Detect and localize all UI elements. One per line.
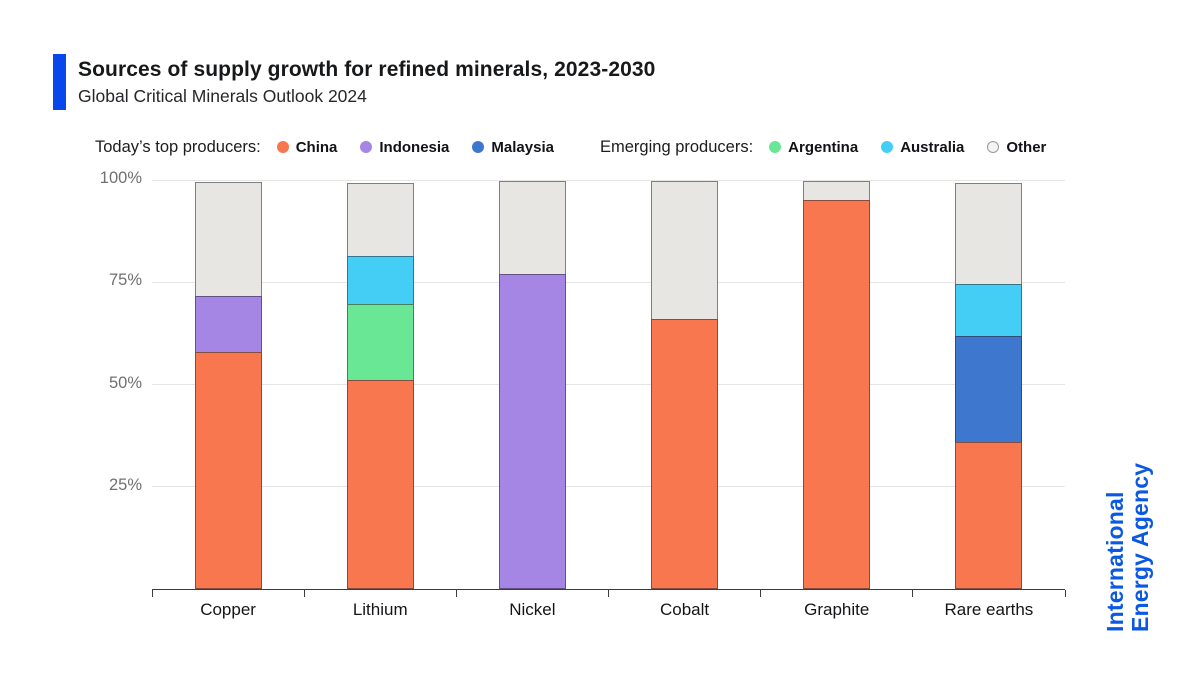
y-axis-label-50: 50% — [108, 373, 142, 392]
legend-label-argentina: Argentina — [788, 138, 859, 156]
bar-segment-cobalt-other — [651, 181, 719, 321]
legend-group-top-producers: Today’s top producers: China Indonesia Mal… — [95, 135, 554, 159]
bar-segment-copper-other — [194, 182, 262, 297]
x-axis-label-nickel: Nickel — [509, 600, 556, 619]
y-axis-label-25: 25% — [108, 475, 142, 494]
x-axis-tick-6 — [1064, 590, 1066, 597]
legend-group-label-top: Today’s top producers: — [95, 137, 261, 156]
bar-segment-nickel-indonesia — [498, 274, 566, 589]
legend-label-other: Other — [1006, 138, 1047, 156]
x-axis-tick-0 — [151, 590, 153, 597]
bar-segment-rare-earths-malaysia — [955, 336, 1023, 443]
bar-rare-earths — [955, 180, 1023, 589]
legend-item-australia: Australia — [881, 139, 964, 156]
x-axis-tick-4 — [760, 590, 762, 597]
legend-item-malaysia: Malaysia — [472, 139, 554, 156]
x-axis-tick-3 — [608, 590, 609, 597]
x-axis-label-lithium: Lithium — [352, 600, 408, 619]
legend-swatch-china — [276, 141, 289, 153]
legend-swatch-other — [987, 141, 1000, 153]
legend-item-china: China — [276, 138, 338, 156]
x-axis-label-graphite: Graphite — [804, 600, 870, 619]
iea-wordmark-line1: International — [1102, 491, 1128, 632]
gridline-50 — [152, 384, 1065, 385]
gridline-75 — [152, 281, 1065, 283]
iea-wordmark: International Energy Agency — [1102, 430, 1153, 632]
gridline-25 — [152, 486, 1065, 488]
bar-segment-rare-earths-china — [955, 441, 1023, 589]
bar-segment-lithium-australia — [346, 255, 414, 305]
x-axis-tick-5 — [912, 590, 914, 597]
y-axis-label-75: 75% — [108, 271, 142, 290]
bar-segment-copper-indonesia — [194, 295, 262, 353]
legend-swatch-indonesia — [360, 141, 373, 153]
bar-segment-graphite-other — [803, 181, 871, 202]
gridline-100 — [152, 179, 1065, 181]
legend-swatch-argentina — [769, 141, 782, 153]
bar-segment-lithium-china — [346, 380, 414, 589]
chart-subtitle: Global Critical Minerals Outlook 2024 — [78, 86, 367, 106]
legend-items-emerging: Argentina Australia Other — [769, 139, 1046, 156]
bar-segment-cobalt-china — [651, 319, 719, 589]
legend-item-argentina: Argentina — [769, 139, 858, 156]
legend-items-top: China Indonesia Malaysia — [276, 138, 554, 156]
bar-graphite — [803, 180, 871, 589]
legend-swatch-australia — [881, 141, 894, 153]
bar-cobalt — [651, 180, 719, 589]
x-axis-label-copper: Copper — [200, 600, 256, 619]
legend-label-australia: Australia — [900, 138, 965, 156]
y-axis-label-100: 100% — [99, 169, 142, 187]
bar-lithium — [346, 180, 414, 589]
legend-label-china: China — [295, 138, 338, 156]
iea-wordmark-line2: Energy Agency — [1127, 462, 1153, 632]
chart-title: Sources of supply growth for refined min… — [78, 58, 656, 81]
legend-item-other: Other — [987, 139, 1046, 156]
bar-segment-copper-china — [194, 351, 262, 589]
stacked-bar-chart: 100% 75% 50% 25% Copper Lithium Nickel Cobalt Gr… — [100, 169, 1066, 619]
bar-nickel — [498, 180, 566, 589]
legend-swatch-malaysia — [472, 141, 485, 153]
bar-segment-graphite-china — [803, 200, 871, 589]
x-axis-label-rare-earths: Rare earths — [944, 600, 1034, 619]
bar-segment-nickel-other — [498, 181, 566, 276]
x-axis-label-cobalt: Cobalt — [660, 600, 710, 619]
legend-item-indonesia: Indonesia — [360, 139, 449, 156]
bar-segment-rare-earths-australia — [955, 284, 1023, 338]
bar-segment-lithium-argentina — [346, 303, 414, 382]
x-axis-line — [152, 589, 1065, 590]
legend-group-emerging-producers: Emerging producers: Argentina Australia Ot… — [600, 135, 1046, 159]
legend-label-malaysia: Malaysia — [491, 138, 554, 156]
legend-label-indonesia: Indonesia — [379, 138, 450, 156]
title-accent-bar — [53, 54, 66, 110]
x-axis-tick-2 — [455, 590, 457, 597]
bar-segment-lithium-other — [346, 183, 414, 257]
bar-copper — [194, 180, 262, 589]
x-axis-tick-1 — [303, 590, 305, 597]
legend-group-label-emerging: Emerging producers: — [600, 137, 754, 156]
bar-segment-rare-earths-other — [955, 183, 1023, 286]
